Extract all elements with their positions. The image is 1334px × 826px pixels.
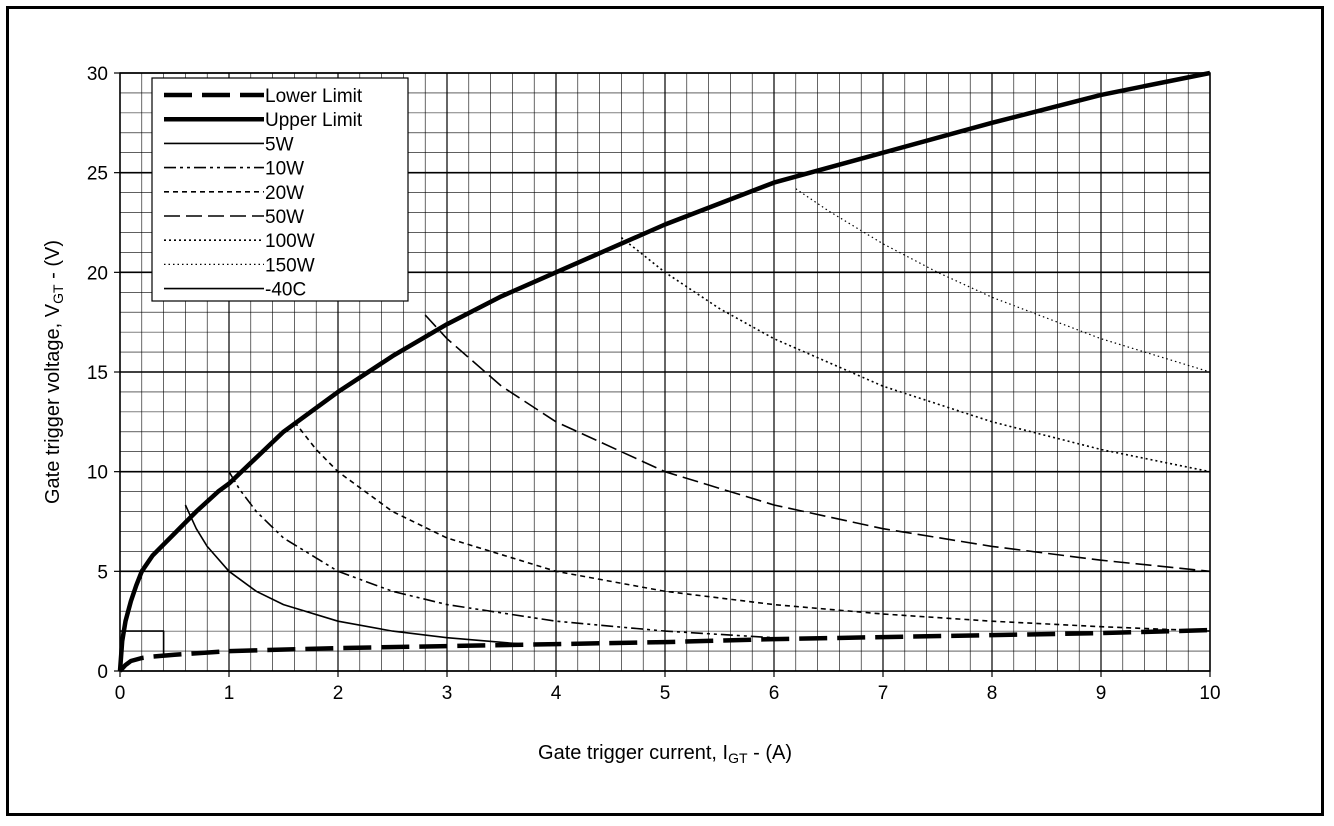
y-tick-label: 0 [97,662,108,683]
x-tick-label: 3 [442,683,453,704]
chart: 0 1 2 3 4 5 6 7 8 9 10 0 5 10 15 20 25 30 Lower Limit Uppe… [42,64,1221,766]
x-tick-label: 1 [224,683,235,704]
x-tick-label: 5 [660,683,671,704]
y-tick-label: 30 [87,64,108,85]
legend-label: -40C [265,280,306,301]
x-tick-label: 10 [1199,683,1220,704]
series-100w-line [620,236,1211,473]
series-10w-line [228,471,775,639]
legend: Lower Limit Upper Limit 5W 10W 20W 50W 100W 150… [151,77,409,302]
series-150w-line [795,188,1211,373]
legend-label: 50W [265,207,304,228]
legend-label: 10W [265,159,304,180]
legend-label: 100W [265,231,315,252]
x-tick-label: 0 [115,683,126,704]
x-tick-label: 7 [878,683,889,704]
y-tick-label: 10 [87,463,108,484]
y-tick-label: 15 [87,363,108,384]
x-tick-label: 8 [987,683,998,704]
legend-box [151,77,409,302]
series-upper-limit-line [117,70,1211,672]
y-tick-label: 20 [87,263,108,284]
legend-label: 5W [265,134,294,155]
series-20w-line [293,421,1211,632]
chart-frame: 0 1 2 3 4 5 6 7 8 9 10 0 5 10 15 20 25 30 Lower Limit Uppe… [6,6,1324,816]
y-tick-label: 5 [97,562,108,583]
series-lower-limit-line [118,627,1211,673]
x-tick-label: 4 [551,683,562,704]
x-axis-label: Gate trigger current, IGT - (A) [538,742,792,766]
legend-label: Lower Limit [265,86,363,107]
x-tick-label: 6 [769,683,780,704]
series-5w-line [184,504,518,645]
series-40c-line [120,630,165,656]
y-axis-label: Gate trigger voltage, VGT - (V) [42,240,66,504]
x-tick-label: 2 [333,683,344,704]
legend-label: Upper Limit [265,110,363,131]
y-tick-label: 25 [87,164,108,185]
legend-label: 20W [265,183,304,204]
x-tick-label: 9 [1096,683,1107,704]
chart-series [117,70,1211,673]
legend-label: 150W [265,255,315,276]
chart-ticks: 0 1 2 3 4 5 6 7 8 9 10 0 5 10 15 20 25 30 [87,64,1221,704]
series-50w-line [424,314,1211,573]
